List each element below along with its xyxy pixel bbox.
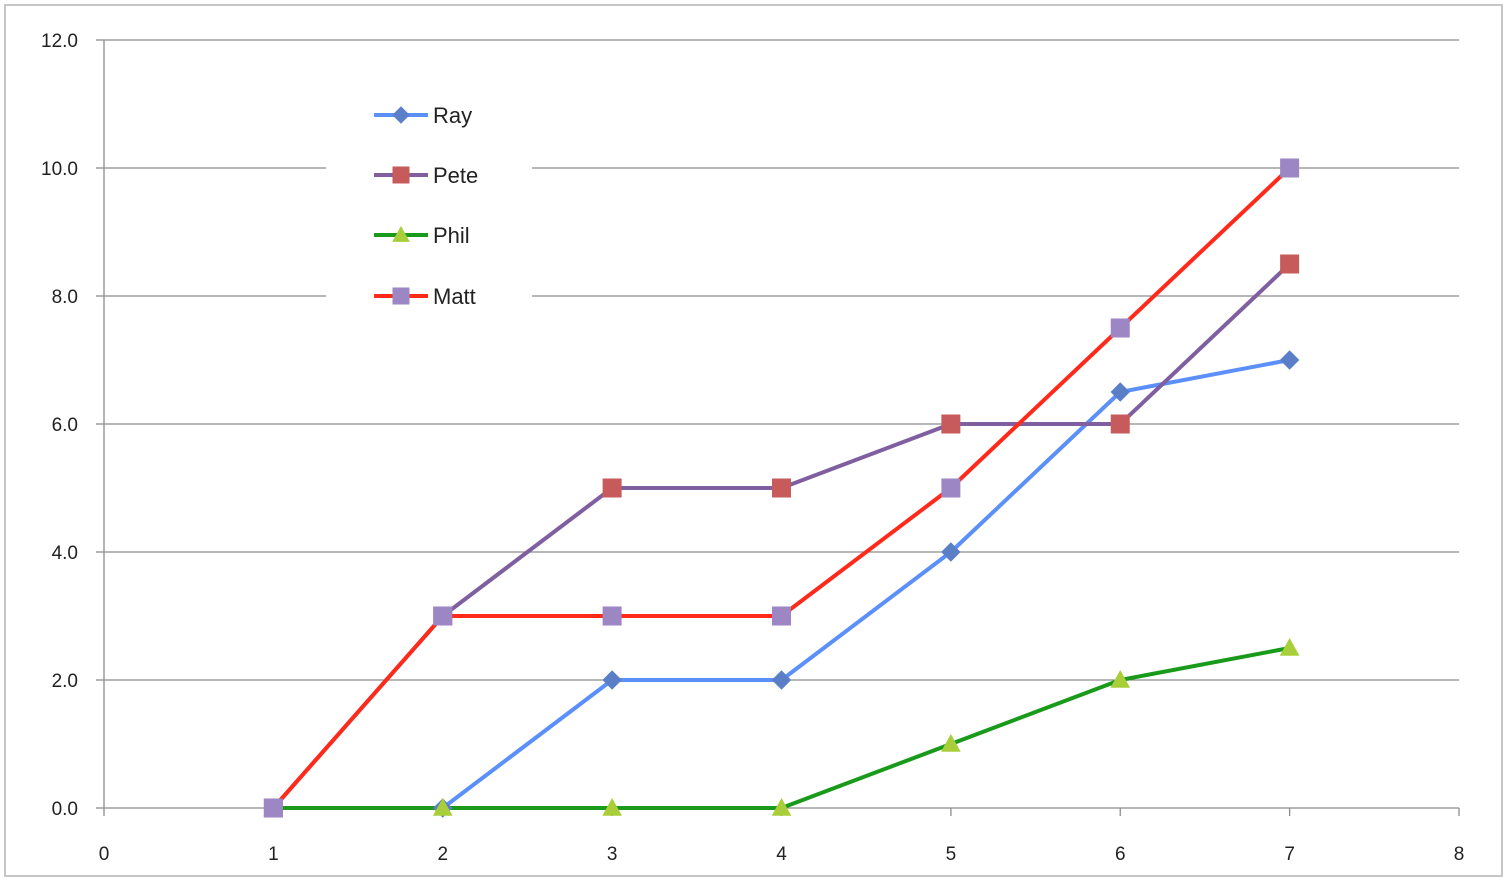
x-tick-label: 5 [946, 844, 957, 865]
y-tick-label: 4.0 [52, 543, 78, 564]
y-tick-label: 10.0 [41, 159, 78, 180]
data-point-matt [433, 606, 453, 626]
x-tick-label: 2 [437, 844, 448, 865]
data-point-phil [1279, 637, 1300, 656]
data-point-pete [1110, 414, 1130, 434]
x-tick-label: 1 [268, 844, 279, 865]
data-point-matt [1110, 318, 1130, 338]
grid-layer [104, 39, 1459, 681]
legend-label-phil: Phil [433, 223, 470, 248]
data-point-phil [602, 797, 622, 816]
legend-marker-matt [392, 287, 410, 305]
series-layer [263, 158, 1300, 818]
data-point-ray [1279, 350, 1300, 370]
data-point-matt [941, 478, 961, 498]
x-tick-label: 0 [99, 844, 110, 865]
data-point-pete [602, 478, 622, 498]
series-line-pete [271, 262, 1292, 810]
x-tick-label: 3 [607, 844, 618, 865]
data-point-matt [602, 606, 622, 626]
data-point-ray [771, 670, 792, 690]
data-point-pete [1280, 254, 1300, 274]
x-tick-label: 6 [1115, 844, 1126, 865]
data-point-matt [1280, 158, 1300, 178]
axis-layer: 0.0 2.0 4.0 6.0 8.0 10.0 12.0 0 1 2 3 4 5 6 7 8 [41, 31, 1464, 865]
data-point-phil [771, 797, 792, 816]
legend-label-matt: Matt [433, 284, 476, 309]
data-point-phil [1110, 669, 1131, 688]
legend-marker-ray [392, 106, 410, 124]
y-tick-label: 0.0 [52, 799, 78, 820]
x-tick-label: 7 [1284, 844, 1295, 865]
data-point-matt [772, 606, 791, 626]
y-tick-label: 8.0 [52, 287, 78, 308]
legend: Ray Pete Phil Matt [374, 103, 478, 309]
legend-label-pete: Pete [433, 163, 478, 188]
data-point-ray [1110, 382, 1130, 402]
x-tick-label: 8 [1454, 844, 1465, 865]
y-tick-label: 6.0 [52, 415, 78, 436]
y-tick-label: 12.0 [41, 31, 78, 52]
x-tick-label: 4 [776, 844, 787, 865]
legend-marker-pete [392, 166, 410, 184]
data-point-pete [941, 414, 961, 434]
data-point-ray [602, 670, 622, 690]
series-line-ray [271, 358, 1292, 810]
data-point-phil [432, 797, 453, 816]
chart-frame [4, 4, 1503, 877]
data-point-matt [263, 798, 283, 818]
data-point-pete [772, 478, 791, 498]
data-point-phil [941, 733, 961, 752]
data-point-ray [941, 542, 961, 562]
legend-marker-phil [392, 225, 410, 242]
y-tick-label: 2.0 [52, 671, 78, 692]
legend-label-ray: Ray [433, 103, 472, 128]
